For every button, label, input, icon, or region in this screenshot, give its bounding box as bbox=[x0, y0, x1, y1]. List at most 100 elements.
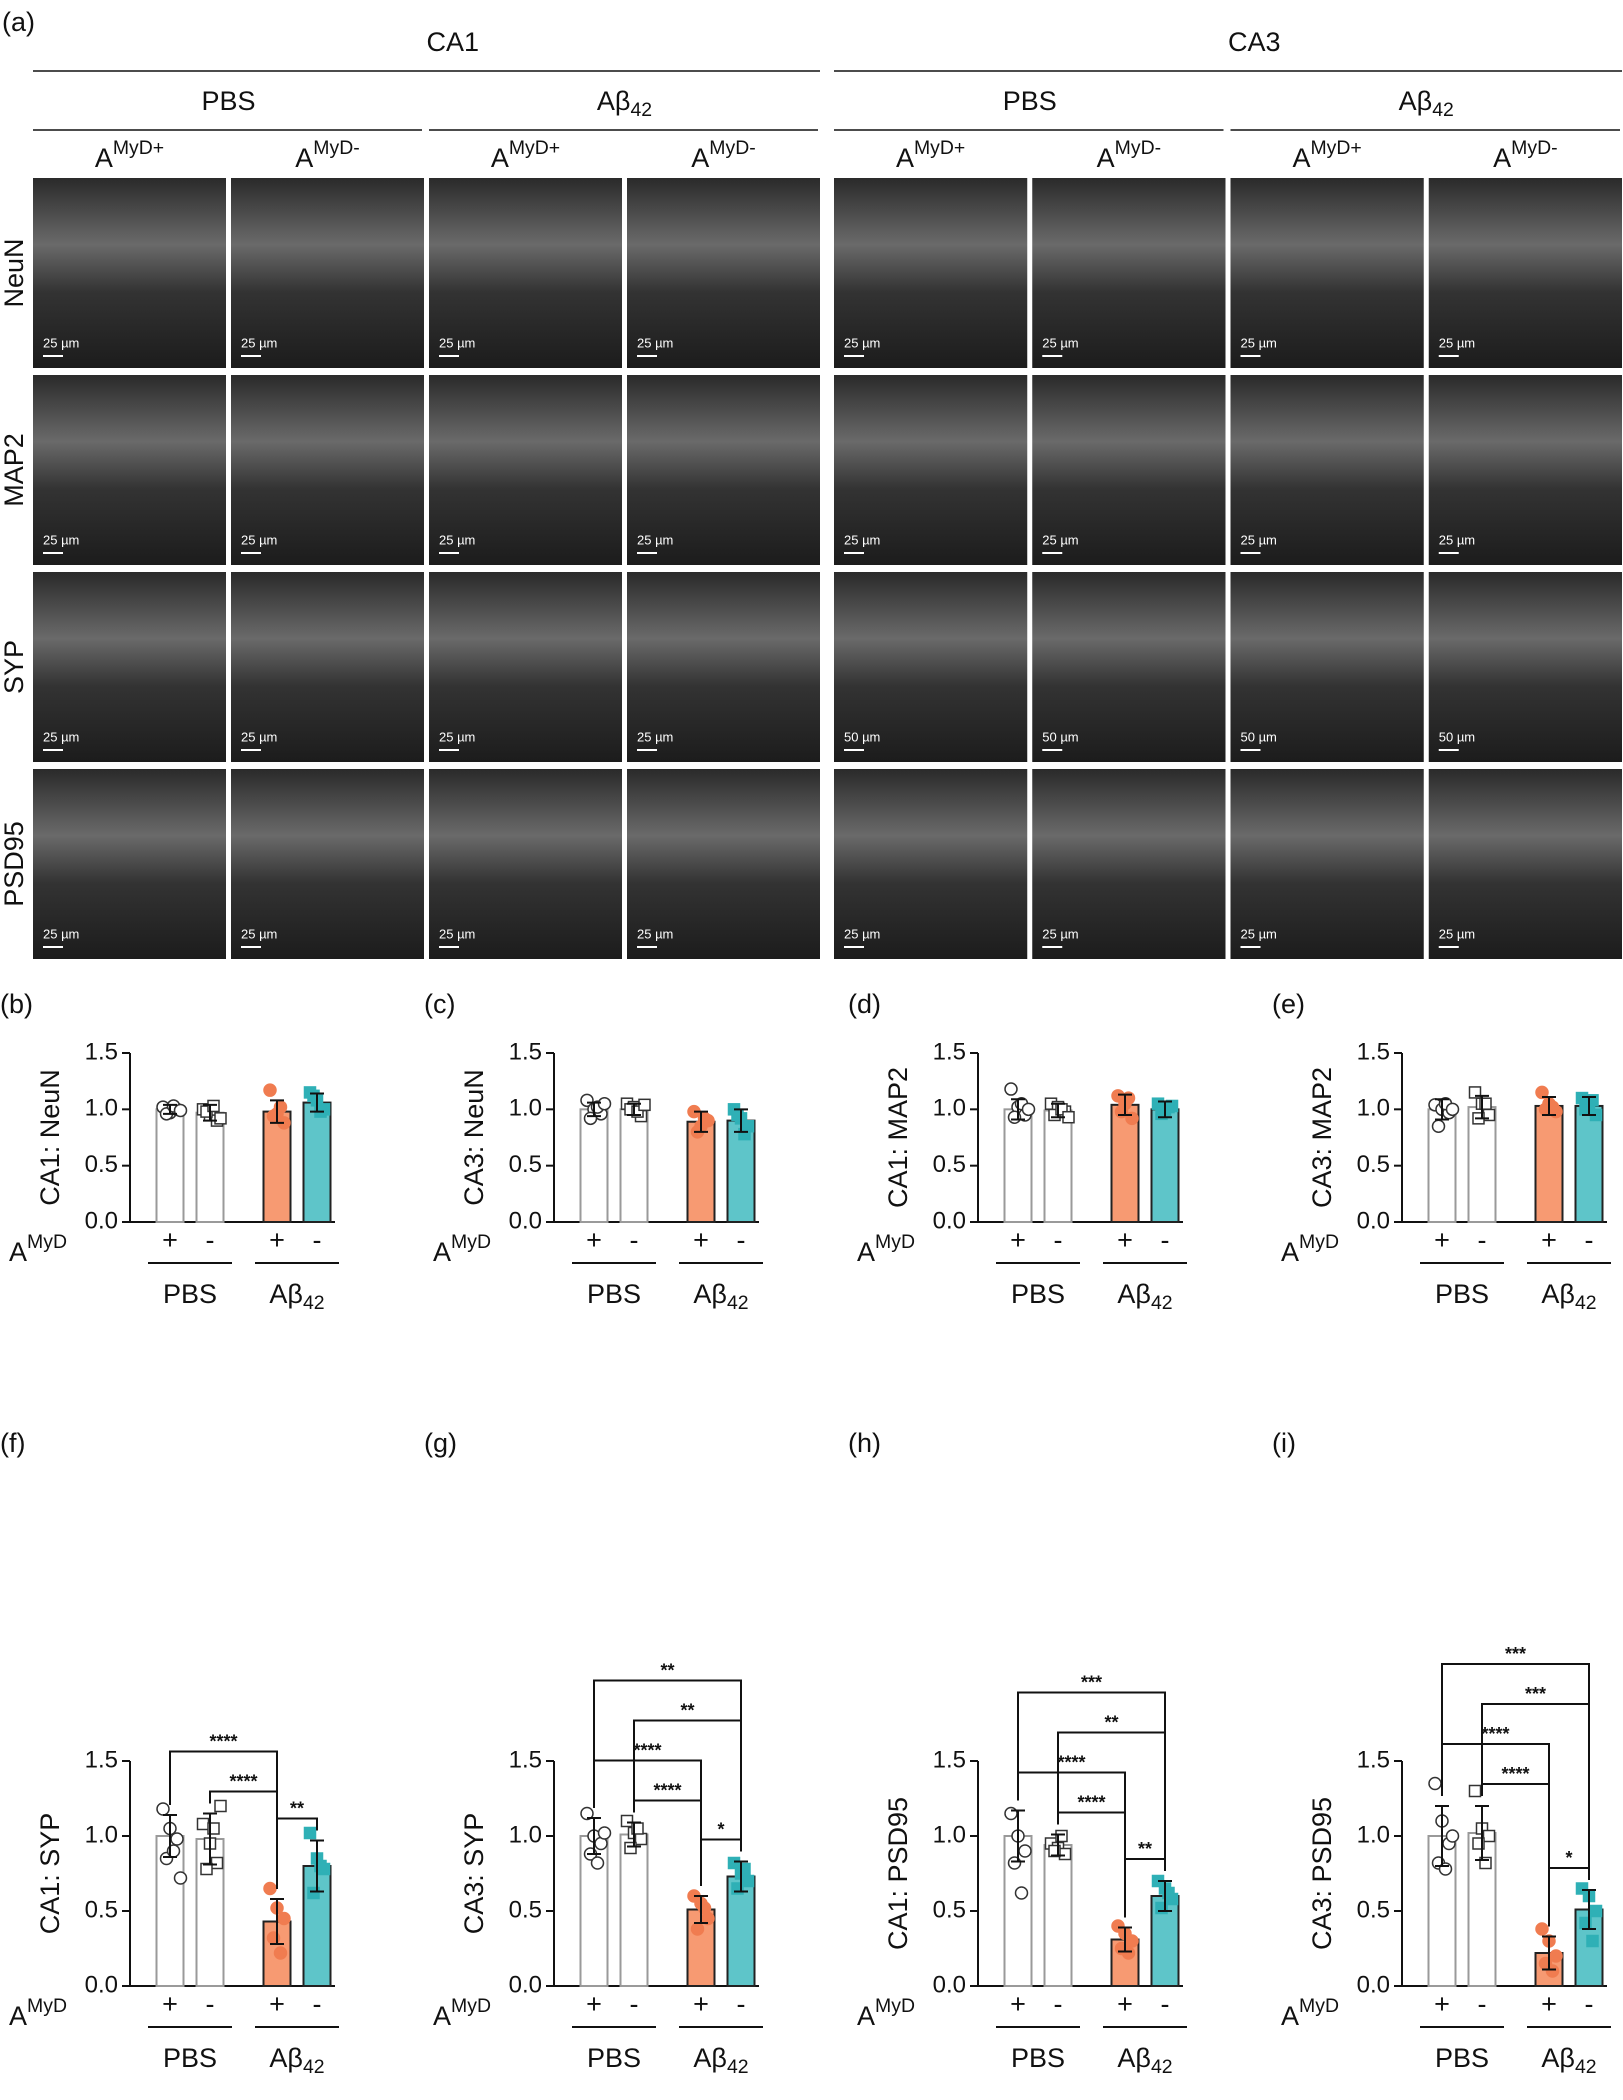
data-point bbox=[741, 1874, 755, 1888]
y-tick-label: 0.5 bbox=[933, 1896, 966, 1923]
data-point bbox=[1575, 1882, 1589, 1895]
group-label-sub: 42 bbox=[1575, 1292, 1597, 1314]
column-label: AMyD+ bbox=[896, 137, 965, 173]
y-tick-label: 0.5 bbox=[85, 1896, 118, 1923]
group-label-base: Aβ bbox=[1117, 2043, 1151, 2073]
scale-bar-label: 25 µm bbox=[241, 532, 277, 547]
x-tick-label: + bbox=[269, 1225, 285, 1255]
x-tick-label: + bbox=[1010, 1989, 1026, 2019]
x-axis-label-base: A bbox=[433, 2001, 451, 2031]
y-tick-label: 0.5 bbox=[509, 1151, 542, 1178]
x-axis-label: AMyD bbox=[857, 1995, 915, 2031]
data-point bbox=[1155, 1901, 1168, 1915]
scale-bar-label: 25 µm bbox=[1439, 926, 1475, 941]
x-axis-label: AMyD bbox=[1281, 1231, 1339, 1267]
error-bar bbox=[734, 1108, 748, 1133]
data-point bbox=[631, 1105, 644, 1118]
x-tick-label: + bbox=[1117, 1225, 1133, 1255]
column-label-base: A bbox=[95, 143, 113, 173]
y-tick-label: 1.5 bbox=[509, 1038, 542, 1065]
bar bbox=[579, 1108, 609, 1224]
significance-label: **** bbox=[1501, 1764, 1529, 1784]
column-label: AMyD- bbox=[1493, 137, 1557, 173]
micrograph bbox=[33, 572, 226, 762]
condition-label-base: Aβ bbox=[597, 86, 631, 116]
group-label-base: Aβ bbox=[1541, 2043, 1575, 2073]
error-bar bbox=[1158, 1100, 1172, 1119]
group-label: Aβ42 bbox=[693, 2043, 748, 2078]
data-point bbox=[1004, 1082, 1018, 1096]
y-tick-label: 0.0 bbox=[933, 1971, 966, 1998]
panel-label: (e) bbox=[1272, 989, 1305, 1019]
x-tick-label: - bbox=[206, 1225, 215, 1255]
bar bbox=[1043, 1844, 1073, 1987]
condition-label: PBS bbox=[1003, 86, 1057, 116]
error-bar bbox=[310, 1092, 324, 1113]
data-point bbox=[634, 1832, 648, 1846]
scale-bar-label: 25 µm bbox=[439, 729, 475, 744]
data-point bbox=[156, 1802, 170, 1816]
scale-bar-label: 25 µm bbox=[637, 729, 673, 744]
scale-bar-label: 25 µm bbox=[241, 729, 277, 744]
x-axis-label-base: A bbox=[1281, 1237, 1299, 1267]
condition-label: Aβ42 bbox=[1399, 86, 1454, 121]
panel-label: (d) bbox=[848, 989, 881, 1019]
significance-bracket bbox=[593, 1679, 742, 1852]
data-point bbox=[1431, 1119, 1446, 1133]
scale-bar-label: 25 µm bbox=[439, 532, 475, 547]
x-tick-label: + bbox=[1434, 1225, 1450, 1255]
column-label-base: A bbox=[1097, 143, 1115, 173]
panel-label: (h) bbox=[848, 1428, 881, 1458]
error-bar bbox=[163, 1814, 177, 1858]
row-label: MAP2 bbox=[0, 433, 29, 507]
micrograph bbox=[1230, 178, 1424, 368]
data-point bbox=[1014, 1886, 1029, 1900]
data-point bbox=[173, 1871, 188, 1885]
group-label: Aβ42 bbox=[693, 1279, 748, 1314]
x-tick-label: - bbox=[313, 1989, 322, 2019]
y-tick-label: 0.0 bbox=[1357, 1971, 1390, 1998]
error-bar bbox=[1582, 1095, 1596, 1116]
group-label-base: PBS bbox=[1435, 1279, 1489, 1309]
y-tick-label: 0.5 bbox=[509, 1896, 542, 1923]
micrograph bbox=[834, 769, 1028, 959]
data-point bbox=[597, 1096, 612, 1111]
data-point bbox=[1535, 1085, 1549, 1100]
significance-label: *** bbox=[1081, 1672, 1102, 1692]
bar bbox=[1003, 1108, 1033, 1224]
error-bar bbox=[1051, 1833, 1065, 1857]
x-tick-label: + bbox=[1541, 1989, 1557, 2019]
significance-label: **** bbox=[633, 1740, 661, 1760]
data-point bbox=[170, 1832, 184, 1846]
x-axis-label: AMyD bbox=[857, 1231, 915, 1267]
micrograph bbox=[627, 178, 820, 368]
scale-bar-label: 25 µm bbox=[1241, 532, 1277, 547]
y-tick-label: 0.5 bbox=[1357, 1896, 1390, 1923]
micrograph bbox=[33, 375, 226, 565]
data-point bbox=[303, 1826, 317, 1840]
data-point bbox=[1468, 1784, 1482, 1798]
error-bar bbox=[1475, 1805, 1489, 1861]
bar bbox=[262, 1110, 292, 1223]
panel-label: (c) bbox=[424, 989, 455, 1019]
bar bbox=[155, 1108, 185, 1224]
group-label-base: Aβ bbox=[1117, 1279, 1151, 1309]
y-tick-label: 0.5 bbox=[933, 1151, 966, 1178]
x-tick-label: - bbox=[630, 1989, 639, 2019]
significance-label: ** bbox=[680, 1700, 694, 1720]
group-label-base: Aβ bbox=[693, 1279, 727, 1309]
data-point bbox=[1445, 1102, 1460, 1117]
group-label-base: PBS bbox=[587, 1279, 641, 1309]
data-point bbox=[624, 1841, 637, 1855]
x-axis-label-sup: MyD bbox=[27, 1995, 67, 2017]
column-label-base: A bbox=[1493, 143, 1511, 173]
error-bar bbox=[587, 1817, 601, 1855]
y-axis-label: CA3: MAP2 bbox=[1307, 1067, 1337, 1208]
x-tick-label: + bbox=[1434, 1989, 1450, 2019]
group-label-base: Aβ bbox=[269, 2043, 303, 2073]
y-tick-label: 1.0 bbox=[933, 1821, 966, 1848]
data-point bbox=[1586, 1934, 1599, 1948]
data-point bbox=[620, 1814, 634, 1828]
x-tick-label: - bbox=[1161, 1225, 1170, 1255]
scale-bar-label: 25 µm bbox=[241, 926, 277, 941]
